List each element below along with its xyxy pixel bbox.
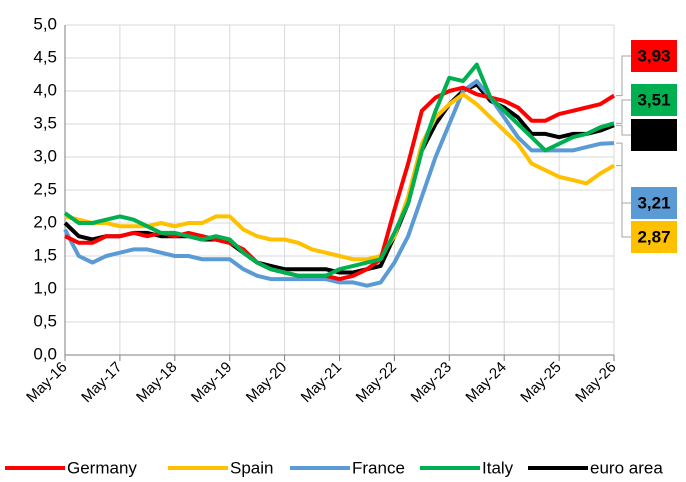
leader-line — [616, 55, 631, 97]
x-tick-label: May-26 — [572, 359, 619, 406]
series-line — [63, 62, 615, 278]
value-label: 3,93 — [637, 46, 670, 65]
x-tick-label: May-18 — [133, 359, 180, 406]
y-tick-label: 0,5 — [33, 311, 57, 330]
leader-line — [616, 124, 631, 136]
series-line — [63, 79, 615, 288]
y-tick-label: 4,5 — [33, 47, 57, 66]
leader-line — [616, 142, 631, 204]
legend-label: Germany — [67, 458, 137, 477]
value-box — [631, 84, 677, 116]
x-tick-label: May-17 — [78, 359, 125, 406]
y-tick-label: 2,5 — [33, 179, 57, 198]
y-tick-label: 2,0 — [33, 212, 57, 231]
value-box — [631, 221, 677, 253]
x-tick-label: May-19 — [188, 359, 235, 406]
value-label: 3,51 — [637, 90, 670, 109]
value-box — [631, 40, 677, 72]
y-tick-label: 5,0 — [33, 14, 57, 33]
x-tick-label: May-22 — [353, 359, 400, 406]
y-tick-label: 1,5 — [33, 245, 57, 264]
y-tick-label: 4,0 — [33, 80, 57, 99]
legend-label: Spain — [230, 458, 273, 477]
value-box — [631, 119, 677, 151]
value-label: 3,21 — [637, 193, 670, 212]
legend-label: France — [352, 458, 405, 477]
leader-line — [616, 165, 631, 238]
legend-label: euro area — [590, 458, 663, 477]
x-tick-label: May-24 — [462, 359, 509, 406]
value-box — [631, 187, 677, 219]
y-tick-label: 3,5 — [33, 113, 57, 132]
x-tick-label: May-23 — [408, 359, 455, 406]
x-tick-label: May-25 — [517, 359, 564, 406]
x-tick-label: May-16 — [23, 359, 70, 406]
y-tick-label: 3,0 — [33, 146, 57, 165]
leader-line — [616, 99, 631, 124]
series-line — [64, 85, 616, 282]
x-tick-label: May-20 — [243, 359, 290, 406]
y-tick-label: 1,0 — [33, 278, 57, 297]
value-label: 3,48 — [637, 125, 670, 144]
series-line — [64, 92, 615, 262]
value-label: 2,87 — [637, 227, 670, 246]
x-tick-label: May-21 — [298, 359, 345, 406]
legend-label: Italy — [482, 458, 514, 477]
y-tick-label: 0,0 — [33, 344, 57, 363]
